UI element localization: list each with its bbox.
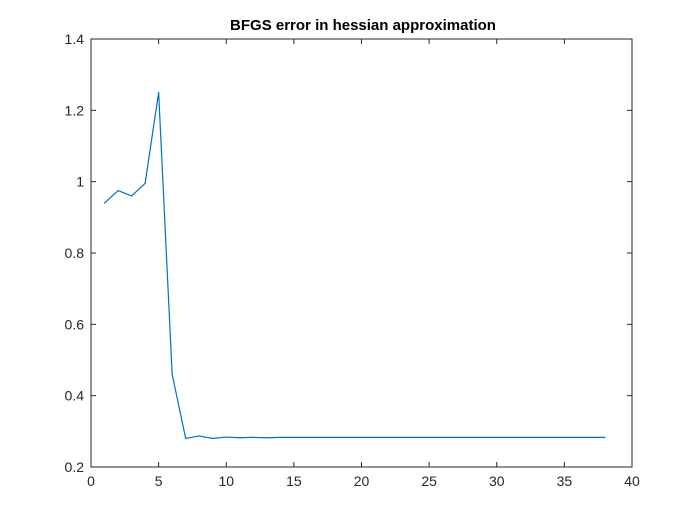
data-point <box>428 436 430 438</box>
data-point <box>293 436 295 438</box>
data-point <box>387 436 390 438</box>
data-point <box>185 437 187 440</box>
x-tick-label: 10 <box>218 473 234 489</box>
y-tick-label: 1 <box>76 174 84 190</box>
data-point <box>333 436 336 438</box>
series-line <box>104 92 605 440</box>
data-point <box>252 436 254 438</box>
data-point <box>509 436 511 438</box>
data-point <box>523 436 525 438</box>
data-point <box>198 435 200 437</box>
data-point <box>117 189 119 192</box>
data-point <box>401 436 403 438</box>
data-point <box>496 436 498 438</box>
data-point <box>130 195 133 197</box>
y-tick-label: 0.8 <box>65 245 85 261</box>
y-tick-label: 0.6 <box>65 316 85 332</box>
data-point <box>158 91 160 94</box>
x-tick-label: 5 <box>155 473 163 489</box>
data-point <box>536 436 538 438</box>
plot-area-box <box>90 38 633 468</box>
data-point <box>171 373 173 375</box>
axis-ticks: 0 5 10 15 20 25 30 35 40 0.2 0.4 0.6 0.8 1 1.2 1.4 <box>65 31 640 489</box>
y-tick-label: 1.2 <box>65 102 85 118</box>
x-tick-label: 20 <box>354 473 370 489</box>
y-tick-label: 0.4 <box>65 388 85 404</box>
data-point <box>577 436 579 438</box>
data-point <box>306 436 308 438</box>
data-point <box>266 437 268 439</box>
series-layer <box>103 91 606 440</box>
data-point <box>455 436 457 438</box>
data-point <box>590 436 593 438</box>
data-point <box>563 436 565 438</box>
x-tick-label: 15 <box>286 473 302 489</box>
x-tick-label: 35 <box>557 473 573 489</box>
data-point <box>279 436 281 438</box>
x-tick-label: 40 <box>624 473 640 489</box>
data-point <box>360 436 363 438</box>
data-point <box>239 437 241 439</box>
x-tick-label: 30 <box>489 473 505 489</box>
data-point <box>212 437 214 440</box>
data-point <box>415 436 417 438</box>
data-point <box>550 436 552 438</box>
data-point <box>103 202 106 204</box>
data-point <box>144 182 146 185</box>
data-point <box>604 436 606 438</box>
x-tick-label: 25 <box>421 473 437 489</box>
data-point <box>374 436 376 438</box>
data-point <box>442 436 444 438</box>
y-tick-label: 0.2 <box>65 459 85 475</box>
data-point <box>225 436 227 438</box>
x-tick-label: 0 <box>87 473 95 489</box>
data-point <box>320 436 322 438</box>
data-point <box>482 436 484 438</box>
data-point <box>347 436 349 438</box>
chart-title: BFGS error in hessian approximation <box>230 17 496 34</box>
data-point <box>469 436 471 438</box>
y-tick-label: 1.4 <box>65 31 85 47</box>
